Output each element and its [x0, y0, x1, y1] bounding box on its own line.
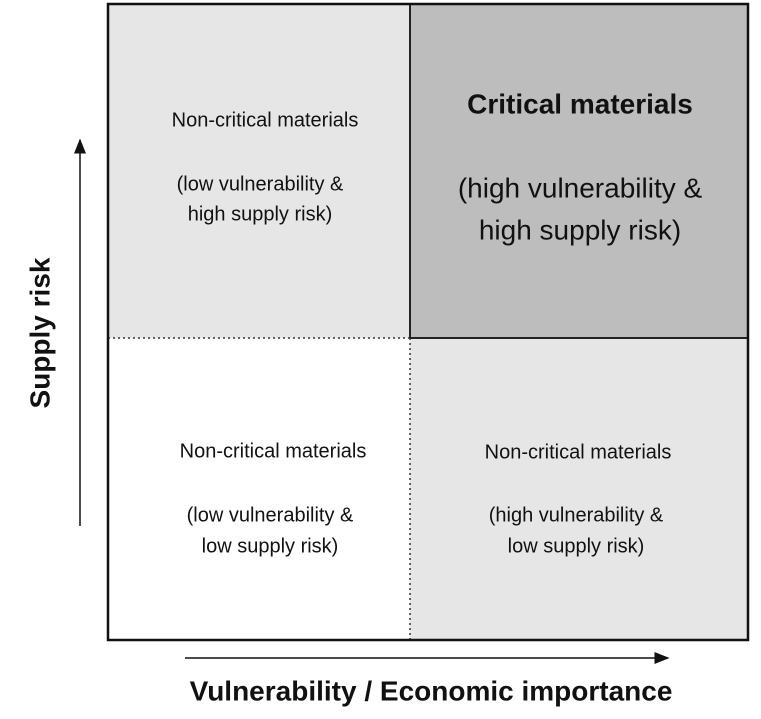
quadrant-top-left	[108, 4, 410, 338]
x-axis-label: Vulnerability / Economic importance	[190, 675, 673, 706]
quadrant-text: (low vulnerability &	[177, 173, 344, 195]
y-axis-label: Supply risk	[24, 257, 55, 408]
quadrant-text: high supply risk)	[479, 214, 681, 245]
frame	[106, 2, 750, 642]
quadrant-title: Non-critical materials	[485, 441, 672, 463]
quadrant-text: (high vulnerability &	[489, 504, 664, 526]
quadrant-top-right	[410, 4, 748, 338]
quadrant-bottom-right	[410, 338, 748, 640]
quadrant-title: Non-critical materials	[180, 440, 367, 462]
quadrant-title: Critical materials	[467, 88, 693, 119]
quadrant-text: low supply risk)	[508, 535, 645, 557]
quadrant-title: Non-critical materials	[172, 109, 359, 131]
quadrant-text: (low vulnerability &	[187, 504, 354, 526]
quadrant-text: (high vulnerability &	[458, 172, 703, 203]
quadrant-text: low supply risk)	[202, 535, 339, 557]
quadrant-text: high supply risk)	[188, 203, 333, 225]
quadrant-bottom-left	[108, 338, 410, 640]
